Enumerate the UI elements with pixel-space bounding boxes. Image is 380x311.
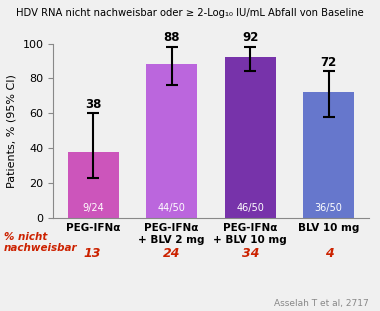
Text: HDV RNA nicht nachweisbar oder ≥ 2-Log₁₀ IU/mL Abfall von Baseline: HDV RNA nicht nachweisbar oder ≥ 2-Log₁₀… — [16, 8, 364, 18]
Text: 34: 34 — [242, 247, 259, 260]
Bar — [303, 92, 354, 218]
Text: 24: 24 — [163, 247, 180, 260]
Text: 36/50: 36/50 — [315, 203, 343, 213]
Bar — [146, 64, 197, 218]
Text: 38: 38 — [85, 98, 101, 111]
Bar — [225, 58, 276, 218]
Text: 9/24: 9/24 — [82, 203, 104, 213]
Text: Asselah T et al, 2717: Asselah T et al, 2717 — [274, 299, 369, 308]
Text: 13: 13 — [84, 247, 101, 260]
Y-axis label: Patients, % (95% CI): Patients, % (95% CI) — [7, 74, 17, 188]
Text: 88: 88 — [163, 31, 180, 44]
Text: 72: 72 — [321, 56, 337, 69]
Bar — [68, 151, 119, 218]
Text: 92: 92 — [242, 31, 258, 44]
Text: 4: 4 — [325, 247, 334, 260]
Text: 44/50: 44/50 — [158, 203, 185, 213]
Text: % nicht
nachweisbar: % nicht nachweisbar — [4, 232, 78, 253]
Text: 46/50: 46/50 — [236, 203, 264, 213]
